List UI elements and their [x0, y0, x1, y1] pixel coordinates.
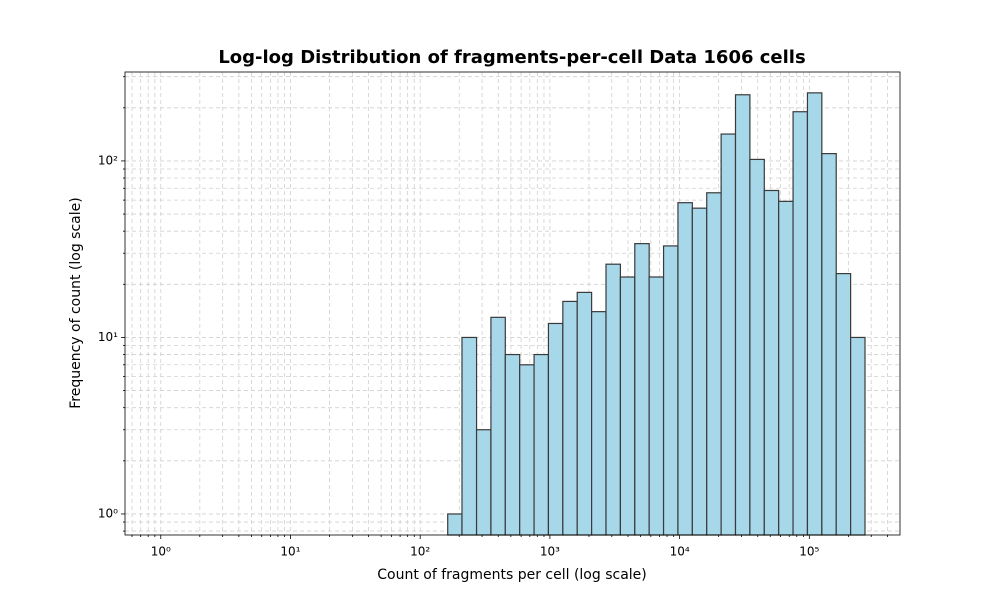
y-tick-label: 10⁰ — [98, 506, 118, 520]
bar — [533, 353, 550, 536]
y-axis-label: Frequency of count (log scale) — [68, 197, 84, 408]
bar — [461, 336, 478, 536]
bar — [778, 200, 794, 536]
chart-title: Log-log Distribution of fragments-per-ce… — [218, 47, 805, 68]
x-tick-label: 10² — [410, 545, 430, 559]
bar — [763, 189, 780, 536]
bar — [490, 316, 506, 536]
y-tick-label: 10² — [98, 153, 118, 167]
bar — [547, 322, 564, 536]
bar — [648, 276, 665, 536]
bar — [504, 353, 521, 536]
x-axis-label: Count of fragments per cell (log scale) — [377, 567, 647, 583]
bar — [605, 263, 621, 536]
bar — [562, 300, 578, 536]
bar — [749, 158, 765, 536]
x-tick-label: 10⁰ — [151, 545, 171, 559]
bar — [691, 207, 708, 536]
bar — [576, 291, 593, 536]
bar — [806, 92, 823, 536]
bar — [475, 429, 492, 536]
bar — [850, 336, 866, 536]
bar — [677, 202, 693, 536]
plot-frame — [124, 71, 901, 536]
bar — [821, 153, 837, 536]
bar — [706, 192, 722, 536]
bar — [634, 243, 650, 536]
x-tick-label: 10⁴ — [670, 545, 690, 559]
bar — [734, 94, 751, 536]
bar — [591, 311, 607, 536]
x-tick-label: 10¹ — [280, 545, 300, 559]
x-tick-label: 10⁵ — [799, 545, 819, 559]
bar — [619, 276, 636, 536]
bar — [720, 133, 737, 536]
bar — [792, 111, 809, 536]
bar — [447, 513, 463, 536]
x-tick-label: 10³ — [540, 545, 560, 559]
bar — [835, 272, 852, 536]
bar — [519, 364, 535, 536]
y-tick-label: 10¹ — [98, 330, 118, 344]
bar — [662, 245, 679, 536]
